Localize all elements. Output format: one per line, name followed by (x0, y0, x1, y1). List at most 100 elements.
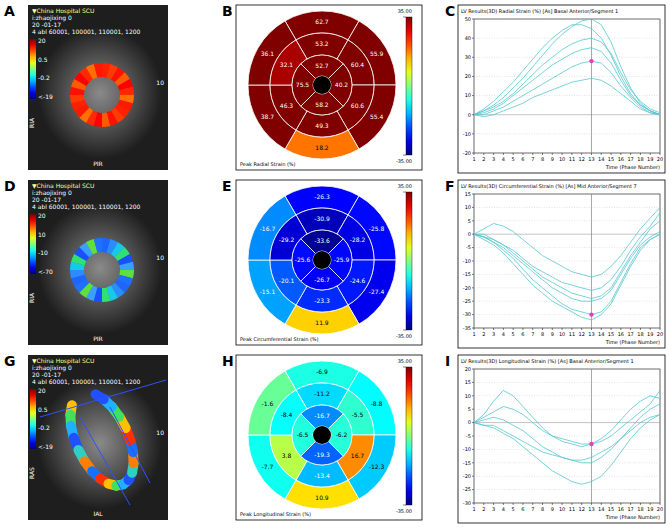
scale-label: <-19 (38, 93, 53, 100)
series-line (474, 48, 660, 115)
orientation-label: RAS (28, 467, 35, 479)
x-tick (542, 503, 543, 505)
x-tick-label: 13 (588, 156, 594, 162)
x-tick-label: 18 (637, 506, 643, 512)
y-tick (472, 220, 474, 221)
x-tick (620, 153, 621, 155)
segment-label: -6.9 (316, 368, 328, 375)
y-tick (472, 287, 474, 288)
x-tick-label: 5 (512, 156, 515, 162)
segment-label: 18.2 (315, 144, 329, 151)
mri-anatomy (38, 27, 162, 159)
myocardium-overlay (102, 287, 111, 302)
y-tick (472, 395, 474, 396)
segment-label: 3.8 (282, 452, 292, 459)
x-tick (532, 153, 533, 155)
segment-label: 62.7 (315, 18, 329, 25)
y-tick-label: -20 (463, 150, 471, 156)
segment-label: -7.7 (262, 463, 274, 470)
header-text: 20 -01-17 (32, 371, 61, 378)
grid-line (474, 194, 660, 195)
grid-line (474, 409, 660, 410)
y-tick-label: -25 (463, 486, 471, 492)
x-tick-label: 4 (502, 331, 505, 337)
data-group (474, 369, 660, 503)
y-tick-label: 40 (465, 35, 471, 41)
bullseye-panel: B62.755.955.418.238.736.153.260.460.649.… (222, 3, 422, 170)
plot-area (474, 19, 660, 153)
chart-title: LV Results(3D) Longitudinal Strain (%) [… (461, 358, 634, 365)
highlight-point (589, 442, 593, 446)
x-tick (571, 503, 572, 505)
x-tick-label: 2 (482, 331, 485, 337)
x-tick-label: 9 (551, 156, 554, 162)
y-tick-label: -10 (463, 258, 471, 264)
chart-panel: CLV Results(3D) Radial Strain (%) [As] B… (445, 3, 665, 173)
scale-label: 0.5 (38, 56, 48, 63)
mri-background (28, 5, 168, 170)
myocardium-overlay (102, 112, 111, 127)
myocardium-overlay (94, 238, 103, 253)
y-tick (472, 436, 474, 437)
x-tick-label: 1 (472, 331, 475, 337)
y-tick (472, 449, 474, 450)
chart-title: LV Results(3D) Radial Strain (%) [As] Ba… (461, 8, 618, 15)
segment-label: -5.5 (352, 411, 364, 418)
x-tick-label: 12 (578, 331, 584, 337)
mri-colorbar (30, 389, 36, 449)
segment-label: -8.8 (371, 400, 383, 407)
colorbar-label: -35.00 (396, 158, 412, 164)
x-tick-label: 18 (637, 331, 643, 337)
colorbar-tick (403, 367, 406, 368)
scale-label: 20 (38, 37, 46, 44)
grid-line (474, 449, 660, 450)
x-tick-label: 10 (559, 506, 565, 512)
panel-letter: D (4, 178, 16, 194)
series-line (474, 390, 660, 446)
y-tick-label: 5 (468, 406, 471, 412)
x-tick (611, 503, 612, 505)
x-tick-label: 10 (559, 331, 565, 337)
x-tick-label: 16 (618, 506, 624, 512)
y-tick-label: -35 (463, 325, 471, 331)
y-tick (472, 76, 474, 77)
x-tick (640, 153, 641, 155)
y-tick-label: 30 (465, 54, 471, 60)
header-text: 20 -01-17 (32, 21, 61, 28)
orientation-label: PIR (93, 335, 103, 342)
colorbar-label: 35.00 (398, 8, 412, 14)
segment-label: 38.7 (261, 113, 275, 120)
data-group (474, 194, 660, 328)
x-tick (581, 503, 582, 505)
grid-line (474, 220, 660, 221)
y-tick-label: -30 (463, 311, 471, 317)
segment-label: -25.9 (334, 256, 350, 263)
segment-label: -29.2 (279, 236, 295, 243)
scale-label: -0.2 (38, 424, 50, 431)
x-tick-label: 14 (598, 506, 604, 512)
colorbar-label: -35.00 (396, 333, 412, 339)
bullseye-segment (292, 64, 316, 106)
y-tick (472, 301, 474, 302)
colorbar-label: 35.00 (398, 183, 412, 189)
x-tick (503, 503, 504, 505)
y-tick-label: 0 (468, 112, 471, 118)
segment-label: 60.4 (351, 61, 365, 68)
y-tick (472, 19, 474, 20)
mri-anatomy (38, 202, 162, 334)
highlight-point (589, 312, 593, 316)
myocardium-overlay (70, 95, 85, 104)
x-tick-label: 9 (551, 506, 554, 512)
segment-label: 36.1 (261, 50, 275, 57)
scale-label: -0.2 (38, 74, 50, 81)
segment-label: 75.5 (296, 81, 310, 88)
bullseye-center (313, 426, 331, 444)
x-tick-label: 17 (627, 156, 633, 162)
orientation-label: RIA (28, 117, 35, 128)
x-tick (630, 328, 631, 330)
grid-line (474, 38, 660, 39)
x-tick (562, 328, 563, 330)
x-tick-label: 18 (637, 156, 643, 162)
x-tick-label: 7 (531, 506, 534, 512)
x-tick (503, 153, 504, 155)
